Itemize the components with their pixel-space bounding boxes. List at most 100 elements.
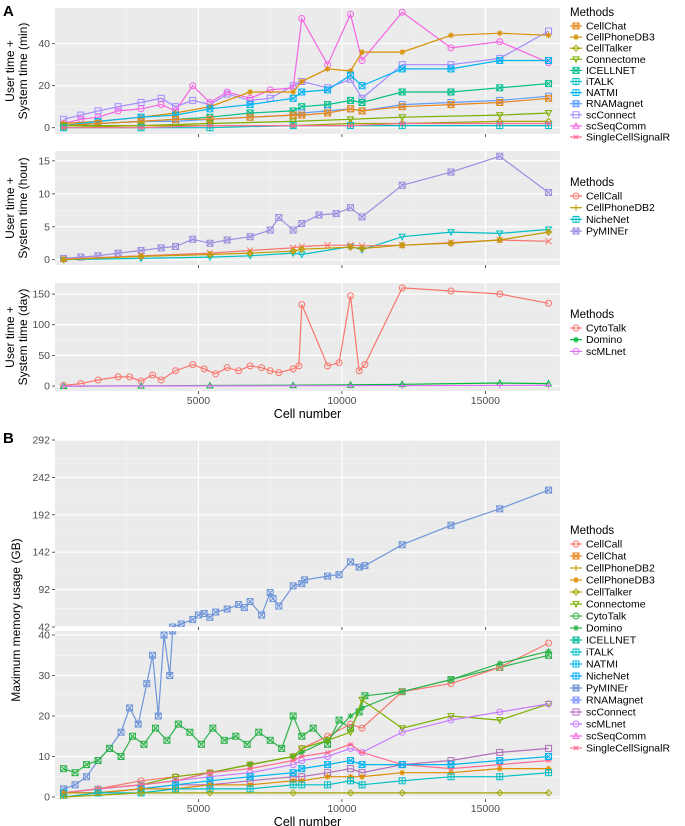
data-point [160, 631, 168, 639]
data-point [447, 761, 455, 769]
data-point [138, 125, 145, 131]
data-point [157, 101, 165, 109]
data-point [126, 373, 134, 381]
data-point [545, 700, 553, 708]
y-axis-title: System time (day) [16, 289, 30, 386]
data-point [347, 558, 355, 566]
legend-label: CellTalker [586, 587, 633, 599]
data-point [266, 367, 274, 375]
data-point [232, 732, 240, 740]
plot-area [59, 152, 553, 264]
legend-entry-SingleCellSignalR: SingleCellSignalR [570, 743, 670, 755]
data-point [206, 613, 214, 621]
legend-entry-NicheNet: NicheNet [570, 671, 629, 683]
x-tick-label: 5000 [187, 395, 211, 407]
data-point [358, 57, 366, 64]
y-tick-label: 15 [38, 155, 50, 167]
data-point [174, 720, 182, 728]
data-point [346, 729, 355, 737]
data-point [298, 15, 306, 22]
legend-entry-Connectome: Connectome [570, 54, 646, 66]
data-point [255, 728, 263, 736]
data-point [398, 103, 406, 111]
data-point [358, 107, 366, 115]
data-point [324, 572, 332, 580]
y-tick-label: 100 [32, 319, 50, 331]
data-point [545, 486, 553, 494]
data-point [324, 773, 331, 780]
legend-label: CellCall [586, 191, 622, 203]
data-point [324, 749, 331, 755]
legend-entry-PyMINEr: PyMINEr [570, 226, 629, 238]
panel-b-label: B [3, 430, 14, 447]
legend-label: Connectome [586, 54, 646, 66]
data-point [358, 94, 366, 102]
data-point [60, 125, 67, 131]
data-point [138, 785, 145, 792]
data-point [496, 236, 504, 244]
legend-entry-scMLnet: scMLnet [570, 719, 626, 731]
series-iTALK [60, 769, 553, 799]
data-point [154, 712, 162, 720]
series-line [63, 231, 549, 261]
data-point [290, 758, 297, 763]
legend-entry-RNAMagnet: RNAMagnet [570, 695, 643, 707]
data-point [398, 241, 406, 249]
data-point [298, 732, 306, 740]
data-point [398, 728, 406, 736]
data-point [545, 752, 553, 760]
legend-label: scSeqComm [586, 731, 646, 743]
data-point [496, 789, 504, 797]
data-point [149, 651, 157, 659]
data-point [447, 773, 455, 781]
legend-title: Methods [570, 7, 614, 19]
data-point [398, 233, 407, 241]
series-line [63, 95, 549, 127]
chart-panel-3: 0 50 100 150 5000 10000 15000 User time + System… [3, 283, 627, 421]
y-tick-label: 40 [38, 38, 50, 50]
data-point [206, 770, 213, 776]
data-point [398, 61, 406, 69]
legend-entry-CellChat: CellChat [570, 21, 626, 33]
data-point [347, 204, 355, 212]
data-point [335, 716, 343, 724]
data-point [298, 765, 306, 773]
legend-entry-RNAMagnet: RNAMagnet [570, 98, 643, 110]
data-point [247, 766, 254, 772]
legend-entry-Connectome: Connectome [570, 599, 646, 611]
legend-label: NicheNet [586, 214, 629, 226]
data-point [359, 704, 366, 711]
data-point [398, 284, 406, 292]
legend-label: PyMINEr [586, 683, 629, 695]
data-point [206, 123, 213, 129]
series-PyMINEr [169, 486, 553, 627]
data-point [545, 299, 553, 307]
legend-entry-scConnect: scConnect [570, 109, 636, 121]
data-point [544, 226, 553, 234]
legend-entry-iTALK: iTALK [570, 647, 614, 659]
legend-label: CellPhoneDB2 [586, 563, 655, 575]
data-point [275, 369, 283, 377]
data-point [137, 789, 145, 797]
data-point [398, 541, 406, 549]
data-point [206, 103, 213, 110]
data-point [323, 737, 332, 745]
data-point [189, 361, 197, 369]
data-point [361, 562, 369, 570]
data-point [447, 713, 455, 721]
data-point [206, 382, 213, 389]
panel-a-label: A [3, 3, 14, 20]
data-point [496, 99, 504, 106]
data-point [298, 88, 306, 96]
data-point [347, 68, 354, 74]
data-point [447, 32, 454, 39]
legend-label: NATMI [586, 87, 618, 99]
legend-entry-iTALK: iTALK [570, 76, 614, 88]
legend-label: Connectome [586, 599, 646, 611]
data-point [347, 71, 355, 79]
chart-panel-2: 0 5 10 15 User time + System time (hour) Metho… [3, 151, 655, 268]
data-point [335, 359, 343, 367]
chart-panel-5: 0 10 20 30 40 5000 10000 15000 Maximum memory us… [9, 525, 670, 826]
legend-label: SingleCellSignalR [586, 743, 670, 755]
